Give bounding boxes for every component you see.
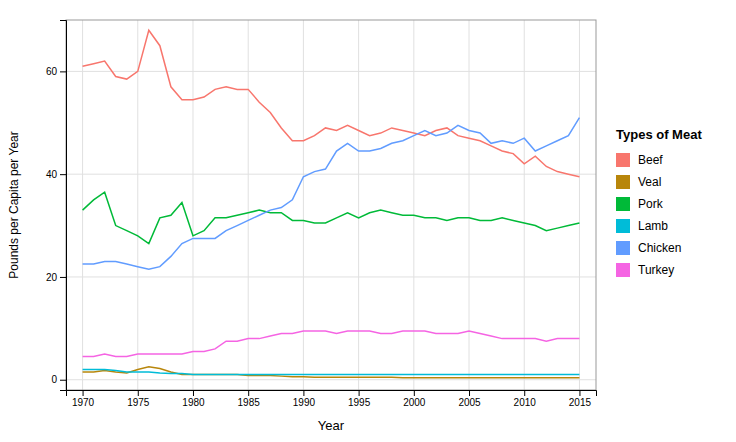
- tick-mark: [60, 174, 66, 175]
- tick-label: 1995: [348, 397, 371, 408]
- tick: 60: [46, 66, 66, 77]
- tick-label: 2000: [403, 397, 426, 408]
- legend-swatch: [616, 219, 630, 233]
- tick-mark: [193, 390, 194, 396]
- plot: 1970 1975 1980 1985 1990 1995 2000 2005 2010 2015…: [46, 20, 597, 408]
- tick: 2010: [514, 390, 537, 408]
- legend-swatch: [616, 263, 630, 277]
- x-axis: 1970 1975 1980 1985 1990 1995 2000 2005 2010 2015: [67, 390, 597, 408]
- series-line: [83, 30, 580, 176]
- y-axis-title: Pounds per Capita per Year: [7, 131, 21, 278]
- grid-line: [413, 20, 414, 390]
- legend-item: Chicken: [616, 241, 681, 255]
- tick-label: 1990: [293, 397, 316, 408]
- legend-item: Turkey: [616, 263, 674, 277]
- tick: 1990: [293, 390, 316, 408]
- chart: 1970 1975 1980 1985 1990 1995 2000 2005 2010 2015…: [0, 0, 736, 442]
- tick: 1995: [348, 390, 371, 408]
- legend-item: Veal: [616, 175, 661, 189]
- tick: 2000: [403, 390, 426, 408]
- tick-label: 2005: [458, 397, 481, 408]
- grid-line: [303, 20, 304, 390]
- grid-line: [358, 20, 359, 390]
- grid-line: [248, 20, 249, 390]
- tick: 2015: [569, 390, 592, 408]
- legend-label: Veal: [638, 175, 661, 189]
- tick-label: 1985: [238, 397, 261, 408]
- grid: [66, 20, 596, 390]
- tick: 0: [51, 374, 66, 385]
- tick-mark: [414, 390, 415, 396]
- tick-mark: [579, 390, 580, 396]
- series-line: [83, 367, 580, 378]
- tick-label: 0: [51, 374, 57, 385]
- grid-line: [524, 20, 525, 390]
- tick: 1970: [72, 390, 95, 408]
- tick-mark: [60, 71, 66, 72]
- series-line: [83, 192, 580, 243]
- legend: Types of Meat Beef Veal Pork Lamb Chicken Turk…: [616, 127, 702, 277]
- tick: 1975: [127, 390, 150, 408]
- grid-line: [66, 174, 596, 175]
- tick-mark: [60, 380, 66, 381]
- legend-item: Lamb: [616, 219, 668, 233]
- grid-line: [192, 20, 193, 390]
- x-axis-title: Year: [318, 418, 345, 433]
- legend-label: Pork: [638, 197, 664, 211]
- plot-frame: [66, 20, 596, 390]
- y-axis: 0 20 40 60: [46, 21, 67, 391]
- legend-label: Turkey: [638, 263, 674, 277]
- tick-label: 2010: [514, 397, 537, 408]
- legend-label: Chicken: [638, 241, 681, 255]
- tick: 1985: [238, 390, 261, 408]
- legend-title: Types of Meat: [616, 127, 702, 142]
- tick-mark: [60, 277, 66, 278]
- tick-mark: [469, 390, 470, 396]
- tick-mark: [138, 390, 139, 396]
- axis-domain: [60, 21, 67, 391]
- tick-mark: [359, 390, 360, 396]
- grid-line: [66, 71, 596, 72]
- tick-label: 1980: [182, 397, 205, 408]
- tick-label: 40: [46, 169, 58, 180]
- tick: 1980: [182, 390, 205, 408]
- grid-line: [82, 20, 83, 390]
- legend-swatch: [616, 197, 630, 211]
- axis-domain: [67, 391, 597, 397]
- series-line: [83, 118, 580, 270]
- legend-item: Pork: [616, 197, 664, 211]
- legend-swatch: [616, 241, 630, 255]
- tick-mark: [248, 390, 249, 396]
- legend-item: Beef: [616, 153, 663, 167]
- tick-label: 1970: [72, 397, 95, 408]
- tick-label: 60: [46, 66, 58, 77]
- grid-line: [66, 276, 596, 277]
- tick: 40: [46, 169, 66, 180]
- legend-swatch: [616, 153, 630, 167]
- tick: 20: [46, 272, 66, 283]
- grid-line: [66, 379, 596, 380]
- legend-label: Beef: [638, 153, 663, 167]
- tick-mark: [524, 390, 525, 396]
- lines: [83, 30, 580, 377]
- tick: 2005: [458, 390, 481, 408]
- grid-line: [579, 20, 580, 390]
- tick-mark: [83, 390, 84, 396]
- series-line: [83, 331, 580, 357]
- legend-label: Lamb: [638, 219, 668, 233]
- legend-swatch: [616, 175, 630, 189]
- tick-label: 20: [46, 272, 58, 283]
- series-line: [83, 369, 580, 374]
- grid-line: [137, 20, 138, 390]
- tick-label: 1975: [127, 397, 150, 408]
- grid-line: [469, 20, 470, 390]
- tick-label: 2015: [569, 397, 592, 408]
- tick-mark: [303, 390, 304, 396]
